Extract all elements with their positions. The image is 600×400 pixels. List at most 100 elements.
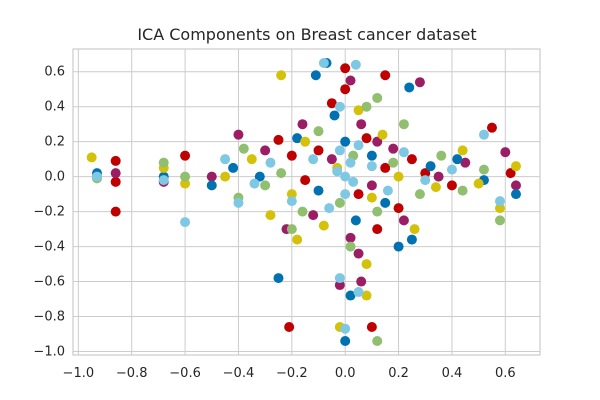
scatter-point [393, 171, 404, 182]
scatter-point [206, 180, 217, 191]
scatter-point [340, 84, 351, 95]
scatter-point [372, 224, 383, 235]
scatter-point [345, 157, 356, 168]
scatter-point [246, 154, 257, 165]
scatter-point [110, 206, 121, 217]
scatter-point [366, 150, 377, 161]
scatter-point [446, 180, 457, 191]
scatter-point [382, 185, 393, 196]
scatter-point [297, 119, 308, 130]
scatter-points [86, 57, 521, 347]
y-tick-label: −0.4 [33, 240, 65, 255]
scatter-point [345, 232, 356, 243]
x-tick-label: −1.0 [63, 366, 95, 381]
chart-title: ICA Components on Breast cancer dataset [137, 25, 476, 44]
scatter-point [318, 57, 329, 68]
y-tick-label: 0.2 [44, 135, 65, 150]
scatter-point [414, 77, 425, 88]
x-tick-label: −0.6 [169, 366, 201, 381]
scatter-point [345, 75, 356, 86]
scatter-point [420, 175, 431, 186]
scatter-point [372, 136, 383, 147]
scatter-point [286, 196, 297, 207]
scatter-point [206, 171, 217, 182]
scatter-point [361, 133, 372, 144]
scatter-point [398, 119, 409, 130]
scatter-point [388, 143, 399, 154]
scatter-point [340, 63, 351, 74]
scatter-point [265, 210, 276, 221]
y-tick-label: −0.2 [33, 205, 65, 220]
scatter-point [292, 133, 303, 144]
scatter-point [366, 322, 377, 333]
scatter-point [92, 171, 103, 182]
scatter-point [510, 189, 521, 200]
scatter-point [457, 145, 468, 156]
scatter-point [284, 322, 295, 333]
scatter-point [345, 290, 356, 301]
y-tick-label: 0.6 [44, 65, 65, 80]
scatter-point [486, 122, 497, 133]
x-tick-label: 0.4 [442, 366, 463, 381]
y-tick-label: 0.4 [44, 100, 65, 115]
scatter-point [276, 70, 287, 81]
scatter-point [372, 336, 383, 347]
scatter-point [276, 168, 287, 179]
scatter-point [292, 234, 303, 245]
scatter-point [452, 154, 463, 165]
scatter-point [393, 203, 404, 214]
scatter-point [180, 178, 191, 189]
scatter-point [86, 152, 97, 163]
scatter-point [377, 129, 388, 140]
scatter-point [436, 150, 447, 161]
scatter-point [457, 185, 468, 196]
scatter-point [494, 196, 505, 207]
scatter-point [310, 70, 321, 81]
scatter-point [260, 145, 271, 156]
scatter-point [366, 180, 377, 191]
scatter-point [265, 157, 276, 168]
scatter-point [220, 171, 231, 182]
scatter-point [249, 178, 260, 189]
scatter-point [332, 166, 343, 177]
scatter-point [334, 273, 345, 284]
scatter-point [380, 162, 391, 173]
x-tick-label: 0.2 [388, 366, 409, 381]
scatter-point [228, 162, 239, 173]
scatter-point [494, 215, 505, 226]
y-tick-label: −0.8 [33, 310, 65, 325]
scatter-point [286, 189, 297, 200]
scatter-point [286, 150, 297, 161]
plot-area [72, 48, 541, 356]
scatter-point [350, 59, 361, 70]
x-tick-label: −0.4 [223, 366, 255, 381]
scatter-point [326, 154, 337, 165]
scatter-point [372, 206, 383, 217]
scatter-point [409, 224, 420, 235]
scatter-point [180, 217, 191, 228]
scatter-point [158, 157, 169, 168]
scatter-point [510, 180, 521, 191]
scatter-point [414, 189, 425, 200]
scatter-point [300, 136, 311, 147]
scatter-point [361, 290, 372, 301]
scatter-point [308, 210, 319, 221]
scatter-point [353, 248, 364, 259]
scatter-point [233, 129, 244, 140]
scatter-point [510, 161, 521, 172]
y-tick-label: 0.0 [44, 170, 65, 185]
x-tick-label: 0.0 [335, 366, 356, 381]
scatter-point [420, 168, 431, 179]
scatter-point [254, 171, 265, 182]
scatter-point [380, 197, 391, 208]
x-axis-ticks: −1.0 −0.8 −0.6 −0.4 −0.2 0.0 0.2 0.4 0.6 [63, 366, 516, 381]
scatter-point [433, 171, 444, 182]
y-tick-label: −1.0 [33, 345, 65, 360]
scatter-point [220, 154, 231, 165]
scatter-point [308, 154, 319, 165]
scatter-point [406, 234, 417, 245]
scatter-point [340, 136, 351, 147]
scatter-point [361, 101, 372, 112]
scatter-point [398, 215, 409, 226]
